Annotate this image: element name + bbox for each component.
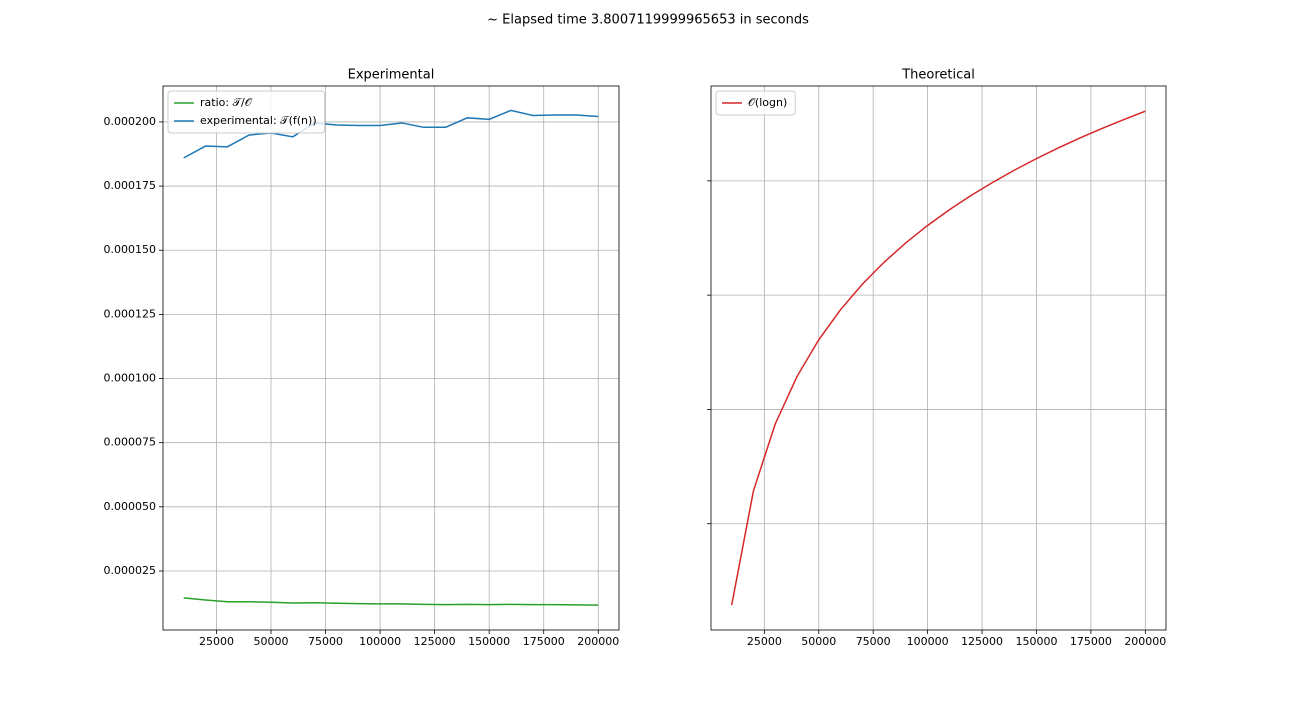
y-tick-label: 0.000125 bbox=[104, 307, 157, 320]
legend: ratio: 𝒯/𝒪 experimental: 𝒯(f(n)) bbox=[167, 90, 326, 134]
axes-frame bbox=[162, 85, 620, 631]
x-tick-label: 100000 bbox=[907, 635, 949, 648]
legend-label: 𝒪(logn) bbox=[748, 96, 787, 109]
y-tick-label: 0.000025 bbox=[104, 564, 157, 577]
x-tick-label: 200000 bbox=[1124, 635, 1166, 648]
axes-frame bbox=[710, 85, 1167, 631]
data-line bbox=[730, 110, 1146, 606]
x-tick-label: 50000 bbox=[801, 635, 836, 648]
x-tick-label: 125000 bbox=[414, 635, 456, 648]
axes-title: Theoretical bbox=[901, 68, 975, 83]
legend-frame bbox=[167, 90, 326, 134]
figure-title: ~ Elapsed time 3.8007119999965653 in sec… bbox=[487, 13, 809, 28]
y-tick-label: 0.000175 bbox=[104, 179, 157, 192]
x-tick-label: 175000 bbox=[1070, 635, 1112, 648]
legend-frame bbox=[715, 90, 796, 116]
x-tick-label: 100000 bbox=[359, 635, 401, 648]
y-tick-label: 0.000150 bbox=[104, 243, 157, 256]
x-tick-label: 25000 bbox=[199, 635, 234, 648]
legend: 𝒪(logn) bbox=[715, 90, 796, 116]
axes-title: Experimental bbox=[348, 68, 435, 83]
y-tick-label: 0.000100 bbox=[104, 372, 157, 385]
legend-label: ratio: 𝒯/𝒪 bbox=[200, 96, 253, 109]
y-tick-label: 0.000050 bbox=[104, 500, 157, 513]
data-line bbox=[183, 597, 599, 606]
x-tick-label: 50000 bbox=[254, 635, 289, 648]
x-tick-label: 200000 bbox=[577, 635, 619, 648]
x-tick-label: 25000 bbox=[747, 635, 782, 648]
x-tick-label: 175000 bbox=[523, 635, 565, 648]
x-tick-label: 75000 bbox=[856, 635, 891, 648]
y-tick-label: 0.000075 bbox=[104, 436, 157, 449]
x-tick-label: 125000 bbox=[961, 635, 1003, 648]
data-line bbox=[183, 109, 599, 159]
x-tick-label: 150000 bbox=[1015, 635, 1057, 648]
x-tick-label: 150000 bbox=[468, 635, 510, 648]
x-tick-label: 75000 bbox=[308, 635, 343, 648]
legend-label: experimental: 𝒯(f(n)) bbox=[200, 114, 317, 127]
y-tick-label: 0.000200 bbox=[104, 115, 157, 128]
